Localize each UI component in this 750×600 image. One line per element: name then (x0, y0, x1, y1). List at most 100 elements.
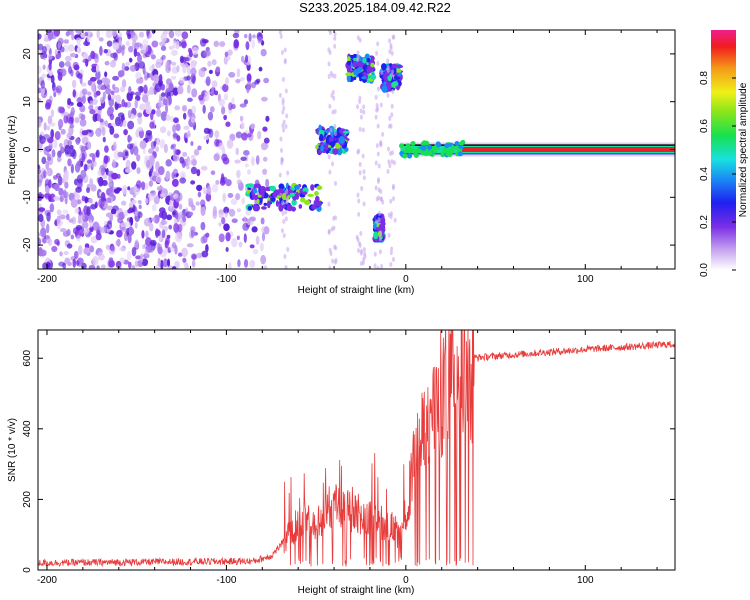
noise-speck (128, 226, 134, 236)
streak-speck (357, 148, 361, 154)
noise-speck (78, 211, 83, 216)
noise-speck (231, 218, 238, 224)
signal-cluster-speck (370, 62, 375, 68)
noise-speck (160, 45, 167, 51)
noise-speck (225, 232, 231, 242)
noise-speck (155, 146, 160, 153)
streak-speck (376, 123, 380, 129)
streak-speck (327, 47, 331, 53)
noise-speck (166, 95, 172, 106)
noise-speck (174, 30, 182, 37)
noise-speck (104, 145, 109, 153)
noise-speck (91, 66, 98, 73)
noise-speck (106, 205, 114, 211)
colorbar-tick-label: 0.0 (699, 263, 710, 277)
noise-speck (102, 91, 106, 100)
noise-speck (134, 99, 138, 109)
streak-speck (358, 161, 362, 167)
signal-cluster-speck (334, 142, 341, 150)
signal-cluster-speck (319, 133, 324, 142)
noise-speck (144, 155, 150, 161)
noise-speck (62, 209, 69, 214)
noise-speck (51, 245, 58, 253)
noise-speck (167, 258, 171, 267)
noise-speck (124, 221, 131, 228)
streak-speck (330, 92, 334, 98)
noise-speck (118, 32, 123, 38)
noise-speck (224, 211, 228, 218)
noise-speck (44, 185, 50, 194)
spectrogram-xtick-label: -200 (37, 274, 57, 285)
streak-speck (282, 119, 286, 125)
noise-speck (80, 114, 86, 121)
noise-speck (168, 224, 173, 230)
streak-speck (380, 70, 384, 76)
signal-cluster-speck (257, 194, 262, 198)
noise-speck (243, 233, 247, 243)
noise-speck (135, 129, 140, 138)
noise-speck (190, 180, 196, 185)
noise-speck (169, 199, 173, 208)
noise-speck (131, 265, 136, 269)
noise-speck (57, 71, 63, 82)
streak-speck (375, 50, 379, 56)
streak-speck (376, 41, 380, 47)
noise-speck (223, 206, 230, 214)
signal-cluster-speck (247, 205, 253, 211)
signal-cluster-speck (256, 198, 260, 205)
chart-title: S233.2025.184.09.42.R22 (299, 0, 451, 15)
noise-speck (43, 122, 47, 131)
noise-speck (110, 60, 116, 68)
noise-speck (219, 176, 226, 186)
noise-speck (98, 37, 104, 42)
signal-cluster-speck (366, 66, 373, 74)
noise-speck (134, 260, 139, 268)
noise-speck (170, 115, 174, 123)
streak-speck (386, 65, 390, 71)
streak-speck (278, 92, 282, 98)
streak-speck (363, 254, 367, 260)
noise-speck (117, 151, 124, 158)
streak-speck (392, 196, 396, 202)
noise-speck (103, 155, 109, 165)
spectrogram-ytick-label: 20 (22, 48, 33, 60)
noise-speck (99, 45, 103, 56)
noise-speck (140, 253, 144, 263)
noise-speck (115, 94, 122, 104)
noise-speck (207, 60, 212, 67)
streak-speck (375, 196, 379, 202)
noise-speck (105, 30, 113, 39)
colorbar-tick-label: 0.2 (699, 215, 710, 229)
noise-speck (229, 133, 236, 142)
noise-speck (190, 60, 198, 66)
noise-speck (80, 82, 87, 87)
noise-speck (124, 66, 130, 71)
noise-speck (166, 214, 173, 221)
noise-speck (56, 241, 60, 247)
noise-speck (134, 42, 140, 50)
noise-speck (136, 154, 141, 162)
streak-speck (377, 210, 381, 216)
noise-speck (71, 79, 77, 89)
noise-speck (246, 73, 252, 83)
noise-speck (146, 72, 151, 79)
noise-speck (84, 243, 90, 249)
noise-speck (70, 163, 74, 174)
streak-speck (281, 97, 285, 103)
streak-speck (392, 160, 396, 166)
streak-speck (279, 136, 283, 142)
noise-speck (70, 69, 74, 77)
streak-speck (362, 109, 366, 115)
colorbar-gradient (711, 30, 736, 270)
noise-speck (265, 178, 270, 188)
noise-speck (86, 159, 93, 164)
noise-speck (137, 126, 144, 132)
streak-speck (359, 231, 363, 237)
noise-speck (64, 61, 71, 67)
noise-speck (38, 65, 42, 75)
signal-cluster-speck (300, 197, 306, 203)
streak-speck (373, 251, 377, 257)
noise-speck (75, 30, 83, 34)
noise-speck (87, 141, 92, 150)
